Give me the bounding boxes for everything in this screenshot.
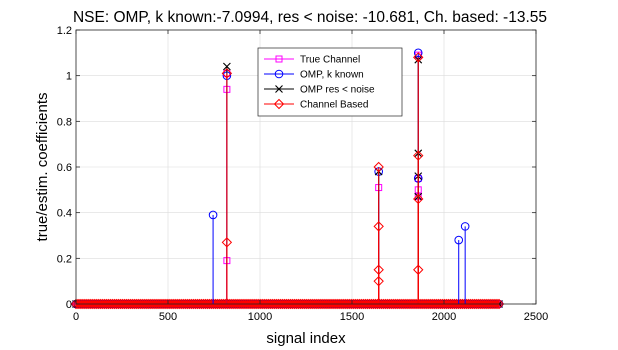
stem-marker	[460, 222, 470, 231]
y-axis-ticks: 0 0.2 0.4 0.6 0.8 1 1.2	[57, 25, 536, 311]
series-channel-based	[221, 52, 424, 304]
legend-label: OMP res < noise	[300, 85, 375, 96]
y-tick-label: 0.2	[57, 253, 72, 265]
legend-entry: Channel Based	[264, 98, 368, 111]
legend-swatch-marker	[275, 55, 283, 63]
legend: True Channel OMP, k known OMP res < noise C…	[257, 47, 403, 117]
stem-series	[208, 48, 470, 304]
legend-entry: OMP, k known	[264, 70, 364, 81]
stem-marker	[221, 68, 233, 79]
stem-marker	[222, 62, 231, 71]
x-tick-label: 500	[159, 311, 177, 323]
x-tick-label: 1000	[248, 311, 272, 323]
legend-entry: OMP res < noise	[264, 85, 375, 96]
legend-label: OMP, k known	[300, 70, 364, 81]
x-tick-label: 2500	[524, 311, 548, 323]
x-tick-label: 0	[73, 311, 79, 323]
y-tick-label: 1.2	[57, 25, 72, 37]
x-tick-label: 2000	[432, 311, 456, 323]
x-axis-ticks: 0 500 1000 1500 2000 2500	[73, 30, 548, 323]
y-axis-label: true/estim. coefficients	[34, 93, 51, 242]
stem-marker	[454, 235, 464, 245]
y-tick-label: 0.4	[57, 208, 72, 220]
y-tick-label: 1	[66, 71, 72, 83]
stem-marker	[413, 48, 423, 58]
legend-label: True Channel	[300, 55, 360, 66]
stem-marker	[373, 161, 384, 173]
legend-label: Channel Based	[300, 100, 368, 111]
y-tick-label: 0.6	[57, 162, 72, 174]
y-tick-label: 0	[66, 299, 72, 311]
x-axis-label: signal index	[266, 330, 346, 347]
legend-swatch-marker	[274, 69, 284, 79]
legend-swatch-marker	[275, 85, 283, 93]
x-tick-label: 1500	[340, 311, 364, 323]
chart-title: NSE: OMP, k known:-7.0994, res < noise: …	[73, 9, 547, 26]
y-tick-label: 0.8	[57, 116, 72, 128]
legend-entry: True Channel	[264, 55, 360, 66]
stem-marker	[208, 210, 218, 220]
legend-swatch-marker	[273, 98, 285, 110]
stem-marker	[413, 52, 424, 63]
